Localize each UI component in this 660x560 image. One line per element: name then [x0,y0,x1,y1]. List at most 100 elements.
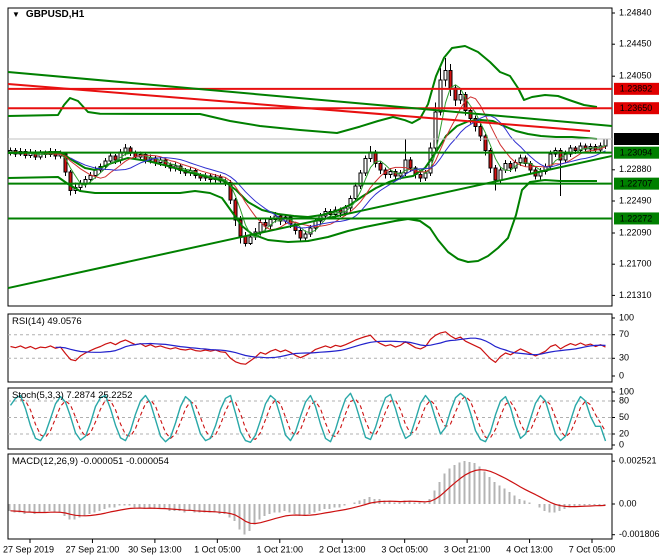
price-level-badge-label: 1.22272 [620,213,653,223]
candle-body [418,174,423,179]
macd-signal-line [10,469,606,525]
candle-body [448,70,453,89]
price-axis-tick-label: 1.22090 [619,227,652,237]
candle-body [258,222,263,233]
rsi-line [10,331,606,365]
rsi-axis-label: 100 [619,312,634,322]
candle-body [518,157,523,164]
candle-body [488,150,493,169]
candle-body [403,159,408,174]
candle-body [68,171,73,192]
macd-axis-label: 0.002521 [619,456,657,466]
candle-body [233,199,238,221]
candle-body [563,153,568,161]
ma-fast-line [25,84,606,238]
candle-body [298,230,303,239]
price-level-badge [614,212,659,225]
macd-histogram [8,461,606,535]
candle-body [443,70,448,81]
candle-body [453,87,458,101]
candle-body [78,183,83,188]
candle-body [573,147,578,152]
candle-body [583,145,588,150]
bollinger-upper-line [7,45,598,134]
trendline-1 [7,82,591,132]
candle-body [568,147,573,155]
stoch-axis-label: 50 [619,412,629,422]
candle-body [433,111,438,149]
price-axis-tick-label: 1.24450 [619,39,652,49]
candle-body [303,233,308,239]
time-axis-label: 27 Sep 2019 [3,544,54,554]
candle-body [228,182,233,201]
price-level-badge [614,133,659,145]
stoch-k-line [9,392,607,443]
time-axis-label: 4 Oct 13:00 [506,544,553,554]
stoch-axis-label: 100 [619,386,634,396]
price-level-badge [614,146,659,159]
candle-body [493,167,498,181]
price-axis-tick-label: 1.21310 [619,290,652,300]
rsi-label: RSI(14) 49.0576 [12,316,82,327]
candle-body [603,138,608,147]
time-axis-label: 3 Oct 21:00 [444,544,491,554]
time-axis-label: 7 Oct 05:00 [569,544,616,554]
price-axis-tick-label: 1.24840 [619,7,652,17]
candle-body [503,162,508,171]
rsi-axis-label: 70 [619,329,629,339]
stoch-label: Stoch(5,3,3) 7.2874 25.2252 [12,390,133,401]
trendline-2 [7,154,613,290]
candle-body [123,147,128,153]
time-axis-label: 2 Oct 13:00 [319,544,366,554]
stoch-axis-label: 0 [619,439,624,449]
time-axis-label: 3 Oct 05:00 [381,544,428,554]
price-axis-tick-label: 1.22490 [619,195,652,205]
candle-body [263,222,268,227]
candle-body [248,236,253,244]
candle-body [498,169,503,181]
candle-body [558,150,563,161]
ma-slow-line [70,115,606,229]
candle-body [358,172,363,187]
candle-body [308,227,313,235]
rsi-panel[interactable] [7,313,613,383]
candle-body [398,172,403,177]
time-axis-label: 27 Sep 21:00 [66,544,120,554]
macd-label: MACD(12,26,9) -0.000051 -0.000054 [12,456,169,467]
price-level-badge [614,102,659,115]
price-level-badge-label: 1.23892 [620,84,653,94]
macd-axis-label: -0.001806 [619,529,660,539]
symbol-dropdown-icon[interactable]: ▼ [12,9,20,19]
candle-body [378,162,383,171]
rsi-axis-label: 30 [619,353,629,363]
candle-body [108,155,113,162]
candle-body [63,153,68,173]
stoch-panel[interactable] [7,387,613,450]
candle-body [408,159,413,169]
price-level-badge-label: 1.23265 [620,134,653,144]
price-axis-tick-label: 1.24050 [619,71,652,81]
candle-body [483,135,488,152]
candle-body [353,185,358,200]
time-axis-label: 1 Oct 21:00 [257,544,304,554]
candle-body [88,174,93,180]
price-level-badge-label: 1.23650 [620,103,653,113]
price-axis-tick-label: 1.22880 [619,164,652,174]
candle-body [578,145,583,152]
bollinger-middle-line [7,119,598,218]
price-axis-tick-label: 1.21700 [619,259,652,269]
macd-panel[interactable] [7,453,613,540]
chart-title: GBPUSD,H1 [25,9,85,20]
price-level-badge [614,82,659,95]
bollinger-lower-line [7,176,597,263]
candle-body [508,162,513,169]
main-price-panel[interactable] [7,7,613,307]
trendline-0 [7,70,613,127]
stoch-axis-label: 80 [619,395,629,405]
candle-body [458,94,463,101]
price-level-badge [614,177,659,190]
candle-body [388,170,393,176]
candle-body [363,158,368,174]
